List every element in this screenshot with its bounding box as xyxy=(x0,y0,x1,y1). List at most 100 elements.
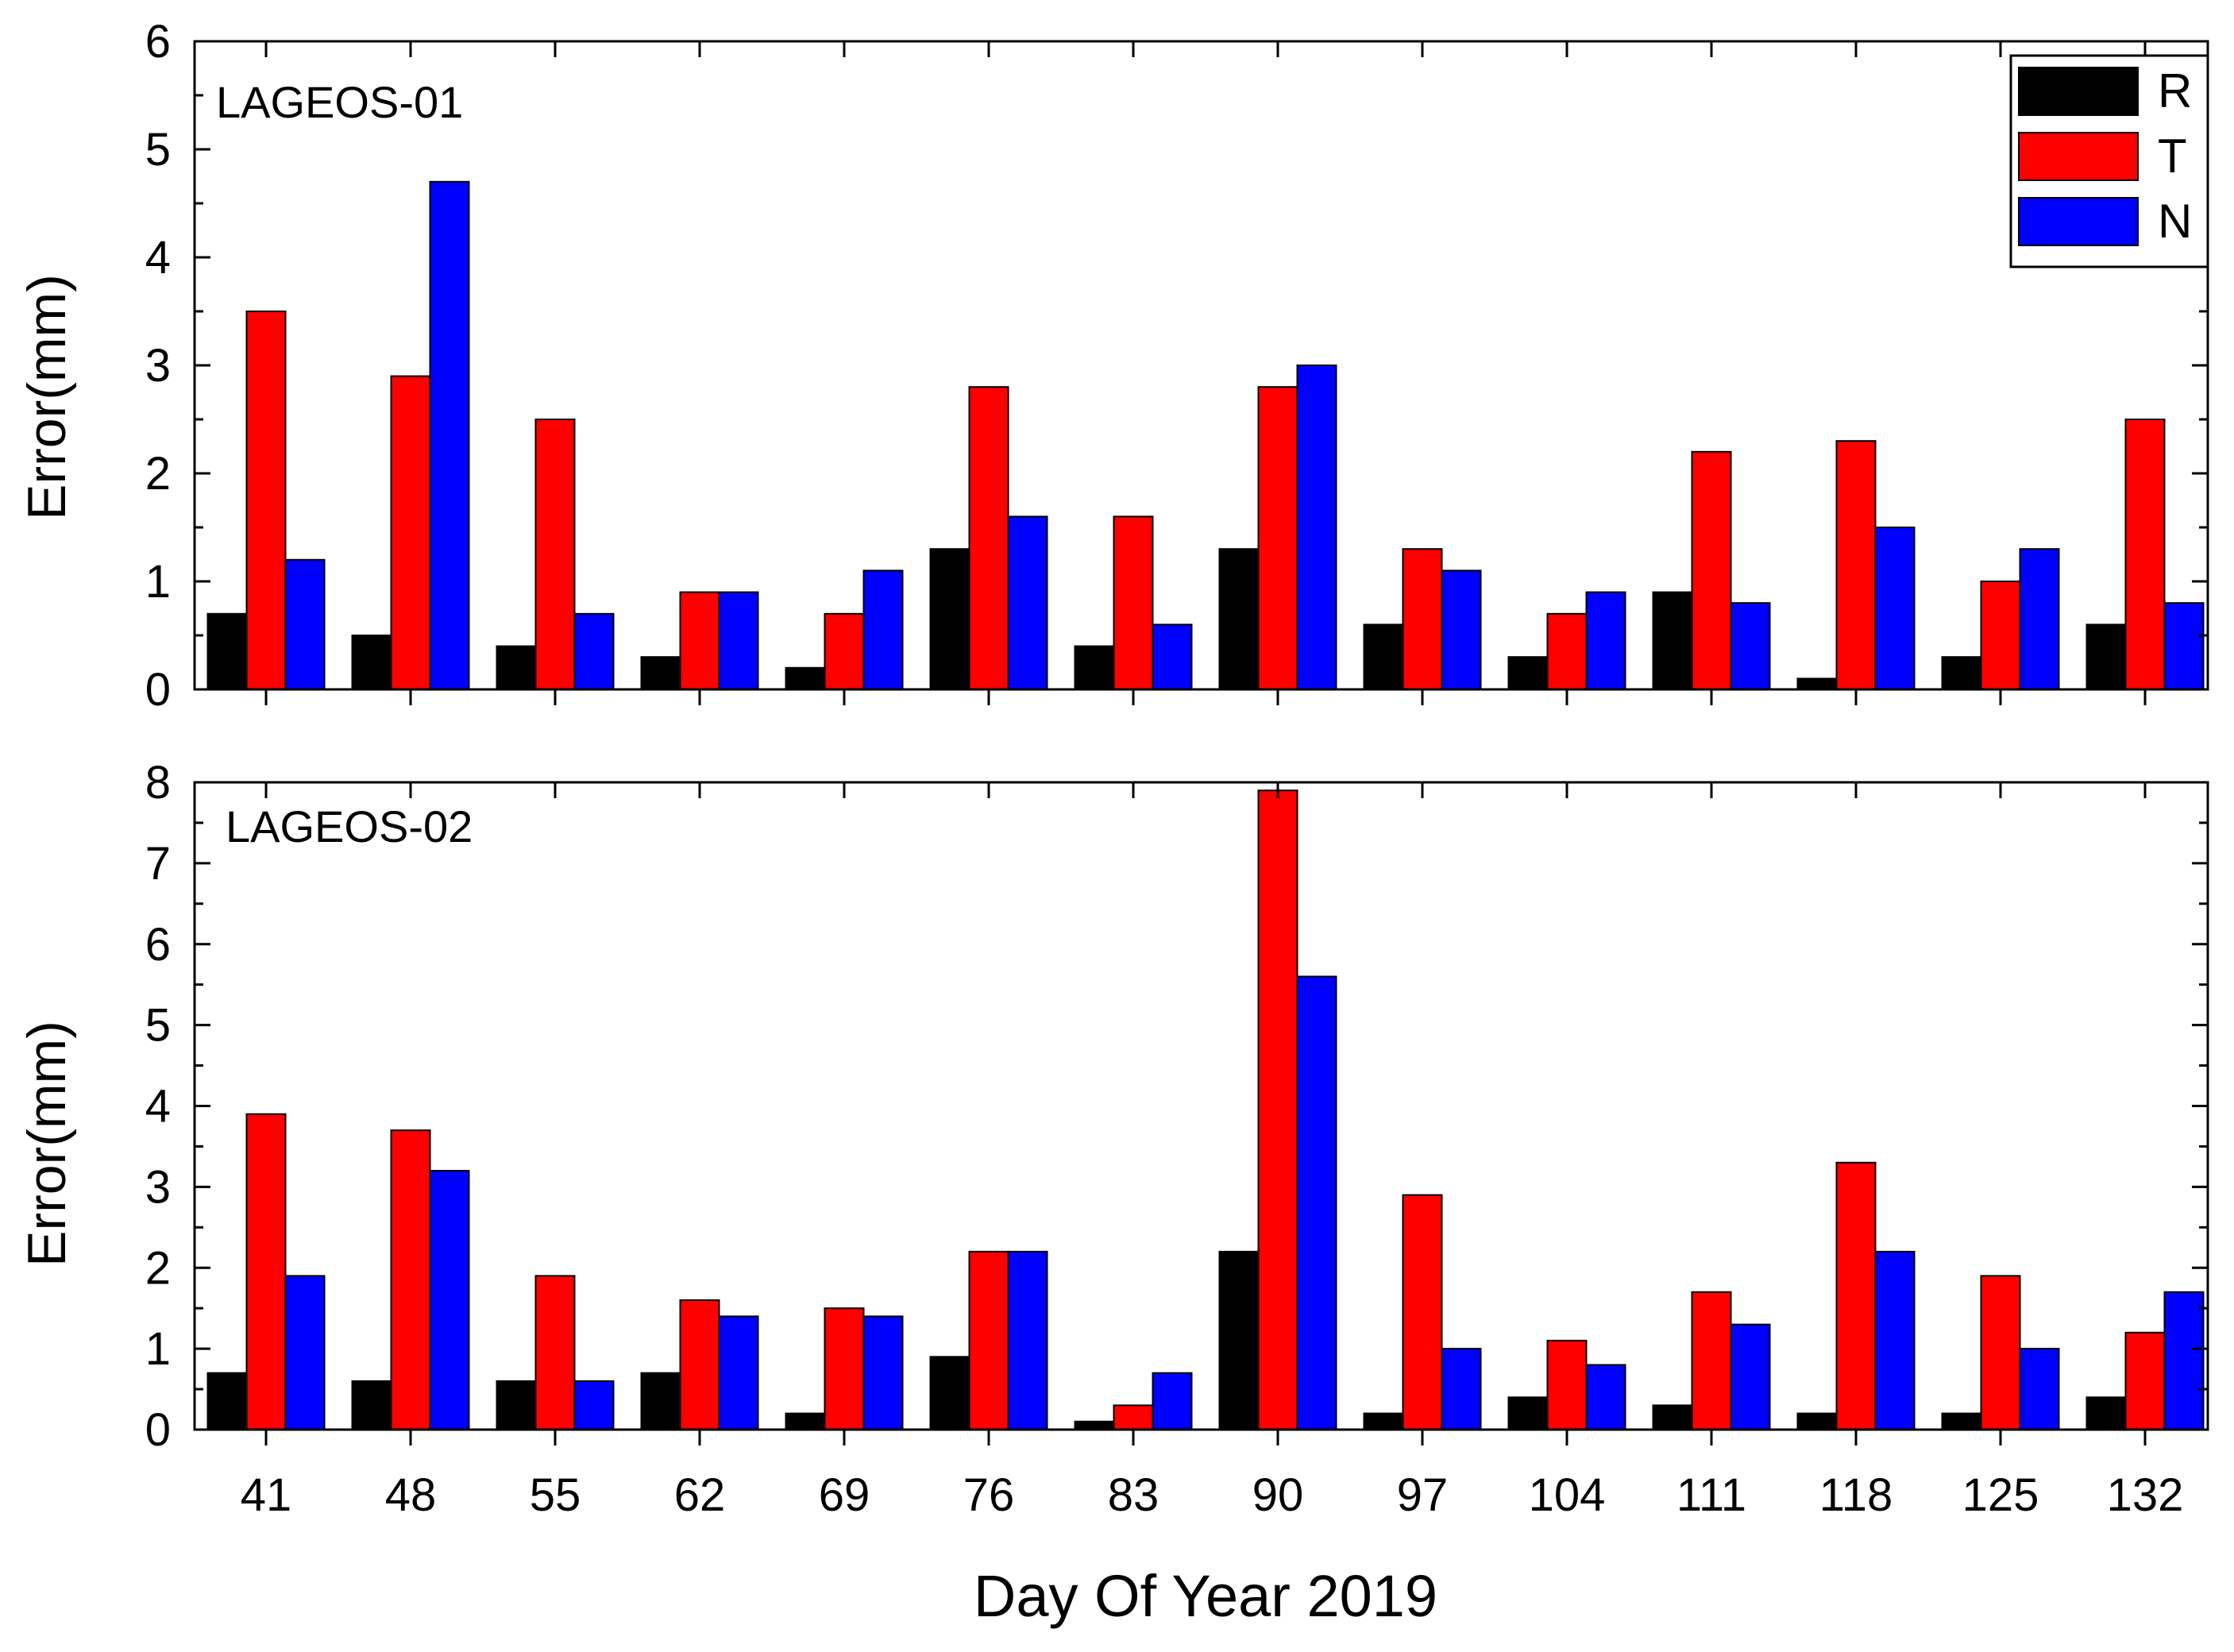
y-tick-label: 8 xyxy=(145,757,171,809)
bar-n-125 xyxy=(2019,1348,2060,1430)
bar-n-55 xyxy=(573,1380,615,1431)
bar-r-125 xyxy=(1941,656,1982,691)
bar-n-90 xyxy=(1296,975,1337,1430)
bar-n-118 xyxy=(1874,527,1916,690)
y-axis-title-top: Error(mm) xyxy=(17,274,77,520)
bar-t-104 xyxy=(1546,612,1588,690)
bar-t-55 xyxy=(534,1275,576,1431)
bar-n-111 xyxy=(1730,1323,1771,1430)
bar-t-48 xyxy=(390,1129,431,1430)
bar-r-118 xyxy=(1796,677,1838,691)
bar-n-118 xyxy=(1874,1250,1916,1431)
x-tick-label-111: 111 xyxy=(1676,1469,1746,1521)
bar-r-125 xyxy=(1941,1412,1982,1430)
legend-swatch-n xyxy=(2018,197,2139,246)
bar-t-69 xyxy=(824,612,865,690)
y-tick-label: 5 xyxy=(145,124,171,176)
y-tick-label: 1 xyxy=(145,556,171,608)
bar-r-76 xyxy=(929,548,970,691)
bar-r-41 xyxy=(206,612,248,690)
x-axis-title: Day Of Year 2019 xyxy=(974,1563,1437,1629)
x-tick-label-69: 69 xyxy=(819,1469,870,1521)
bar-t-125 xyxy=(1980,1275,2021,1431)
bar-n-90 xyxy=(1296,365,1337,690)
bar-r-69 xyxy=(785,666,826,690)
y-axis-title-bottom: Error(mm) xyxy=(17,1021,77,1267)
bar-t-90 xyxy=(1257,386,1298,690)
bar-r-55 xyxy=(496,645,537,690)
bar-t-104 xyxy=(1546,1339,1588,1431)
legend-swatch-r xyxy=(2018,67,2139,116)
bar-r-90 xyxy=(1218,548,1260,691)
bar-t-125 xyxy=(1980,581,2021,690)
bar-t-97 xyxy=(1402,1194,1443,1430)
x-tick-label-76: 76 xyxy=(963,1469,1015,1521)
x-tick-label-118: 118 xyxy=(1819,1469,1893,1521)
legend-label-n: N xyxy=(2158,195,2192,248)
y-tick-label: 3 xyxy=(145,340,171,392)
bar-t-118 xyxy=(1835,1161,1877,1431)
bar-n-97 xyxy=(1441,1348,1482,1430)
bar-n-83 xyxy=(1152,1372,1193,1430)
bar-n-97 xyxy=(1441,569,1482,691)
bar-n-48 xyxy=(429,1170,470,1430)
bar-r-111 xyxy=(1652,591,1693,690)
legend-label-t: T xyxy=(2158,129,2187,183)
x-tick-label-55: 55 xyxy=(530,1469,581,1521)
x-tick-label-97: 97 xyxy=(1397,1469,1449,1521)
bar-t-41 xyxy=(245,311,287,690)
bar-t-48 xyxy=(390,375,431,690)
bar-t-76 xyxy=(968,1250,1009,1431)
bar-n-125 xyxy=(2019,548,2060,691)
panel-lageos-01: LAGEOS-01 Error(mm) 0 1 2 3 4 5 6 RTN xyxy=(17,16,2209,716)
bar-r-118 xyxy=(1796,1412,1838,1430)
panel-label-lageos-02: LAGEOS-02 xyxy=(226,801,473,851)
y-tick-label: 4 xyxy=(145,1081,171,1133)
legend-swatch-t xyxy=(2018,132,2139,181)
bar-r-83 xyxy=(1074,1420,1115,1431)
y-tick-label: 6 xyxy=(145,16,171,68)
bar-t-111 xyxy=(1691,450,1732,690)
y-tick-label: 2 xyxy=(145,1242,171,1294)
y-tick-label: 7 xyxy=(145,838,171,890)
y-tick-label: 4 xyxy=(145,232,171,284)
bar-t-118 xyxy=(1835,440,1877,690)
x-tick-label-90: 90 xyxy=(1252,1469,1304,1521)
bar-t-83 xyxy=(1113,1404,1154,1431)
bar-n-104 xyxy=(1585,591,1626,690)
x-tick-label-104: 104 xyxy=(1529,1469,1606,1521)
bar-r-69 xyxy=(785,1412,826,1430)
legend: RTN xyxy=(2009,54,2209,268)
bar-n-111 xyxy=(1730,602,1771,691)
bar-r-104 xyxy=(1507,656,1549,691)
bar-t-132 xyxy=(2124,1331,2166,1431)
y-tick-label: 0 xyxy=(145,1404,171,1456)
bar-n-55 xyxy=(573,612,615,690)
bar-r-48 xyxy=(351,635,392,690)
x-tick-label-48: 48 xyxy=(385,1469,437,1521)
bar-n-41 xyxy=(284,1275,326,1431)
bar-t-83 xyxy=(1113,515,1154,691)
bar-t-41 xyxy=(245,1113,287,1430)
bar-r-62 xyxy=(640,1372,681,1430)
bar-t-97 xyxy=(1402,548,1443,691)
bar-n-69 xyxy=(862,569,904,691)
legend-label-r: R xyxy=(2158,64,2192,118)
bar-n-132 xyxy=(2163,602,2205,691)
bar-t-90 xyxy=(1257,789,1298,1430)
bar-r-41 xyxy=(206,1372,248,1430)
bar-n-132 xyxy=(2163,1291,2205,1431)
panel-label-lageos-01: LAGEOS-01 xyxy=(216,77,463,127)
bar-t-69 xyxy=(824,1307,865,1430)
bar-t-62 xyxy=(679,591,720,690)
bar-t-62 xyxy=(679,1299,720,1430)
bar-n-48 xyxy=(429,180,470,691)
y-tick-label: 3 xyxy=(145,1161,171,1213)
bar-r-132 xyxy=(2085,623,2127,691)
bar-n-83 xyxy=(1152,623,1193,691)
bar-n-62 xyxy=(718,591,759,690)
bar-n-41 xyxy=(284,558,326,690)
bar-n-69 xyxy=(862,1315,904,1431)
x-tick-label-132: 132 xyxy=(2107,1469,2184,1521)
y-tick-label: 1 xyxy=(145,1323,171,1375)
